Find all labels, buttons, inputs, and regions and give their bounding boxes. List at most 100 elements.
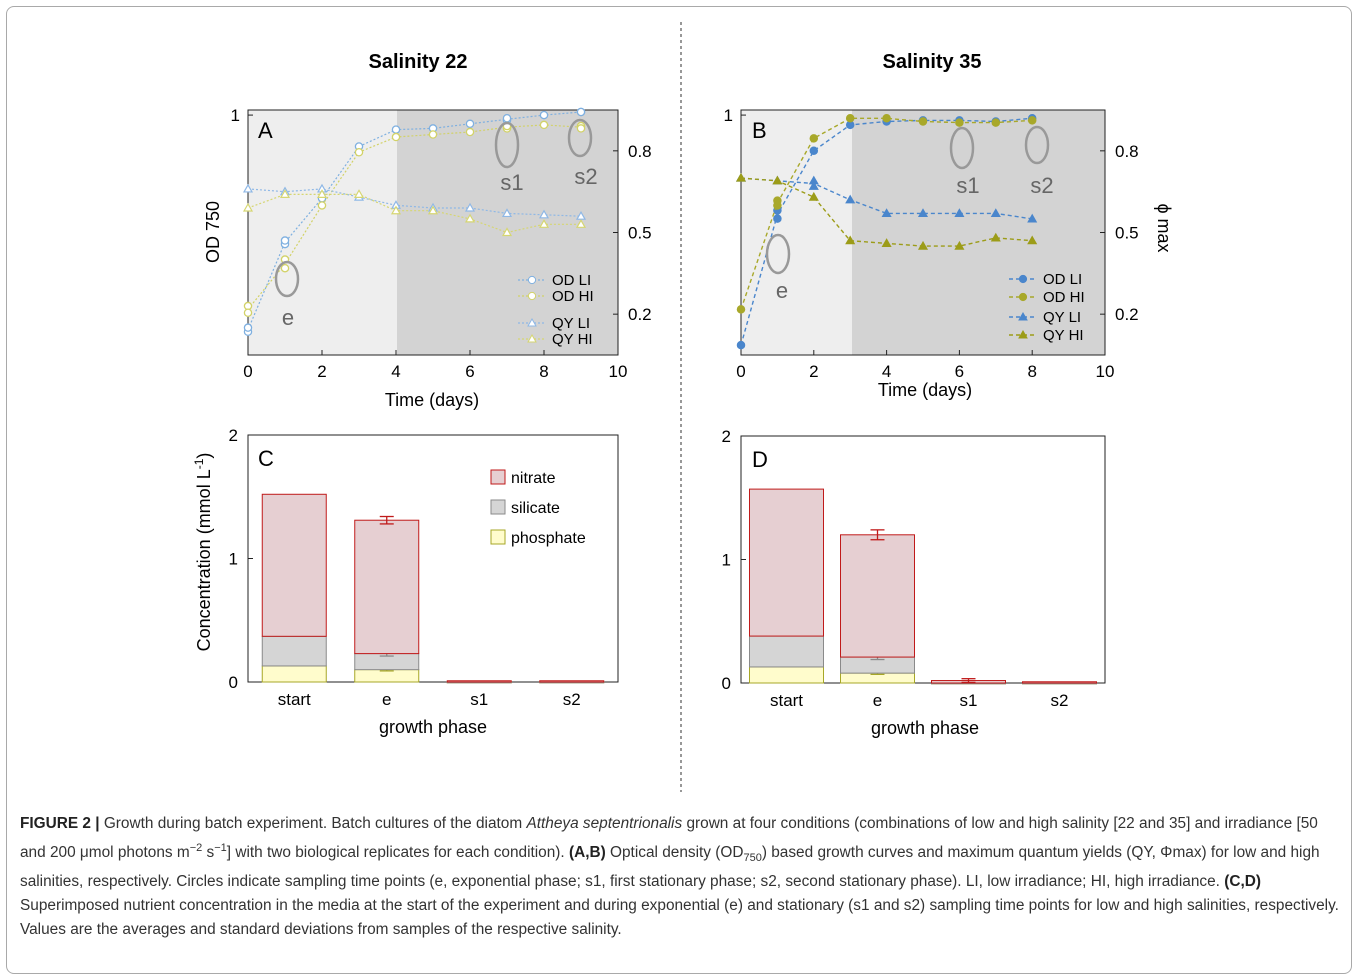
- legend-swatch-marker: [527, 291, 537, 301]
- panel-b-series-line-2: [740, 177, 1033, 220]
- caption-text-5: Optical density (OD: [605, 844, 744, 862]
- caption-bold-ab: (A,B): [568, 844, 606, 862]
- bar-segment-nitrate: [446, 680, 512, 683]
- bar-segment-nitrate: [749, 488, 824, 637]
- panel-b-point: [808, 191, 819, 201]
- panel-b-point: [773, 196, 782, 205]
- right-y-tick-label: 0.2: [1115, 305, 1139, 324]
- bar-segment-phosphate: [261, 665, 327, 683]
- panel-b-point: [991, 118, 1001, 127]
- caption-sup-1: −2: [189, 842, 203, 854]
- legend-swatch-marker: [527, 275, 537, 285]
- x-category-label: e: [382, 690, 391, 709]
- panel-c-xlabel: growth phase: [379, 717, 487, 737]
- x-tick-label: 0: [243, 362, 252, 381]
- panel-a-point: [391, 132, 401, 142]
- y-tick-label: 2: [229, 426, 238, 445]
- panel-b-xlabel: Time (days): [878, 380, 972, 400]
- panel-b-point: [954, 208, 965, 218]
- panel-a-point: [353, 189, 365, 198]
- figure-frame: [6, 6, 1352, 974]
- panel-c: C start e s1 s2 0 1 2 nitrate silicate phosphate…: [192, 426, 619, 737]
- legend-swatch-marker: [1018, 292, 1028, 302]
- legend-entry: nitrate: [511, 470, 556, 487]
- bar-segment-nitrate: [539, 680, 605, 683]
- panel-a-point: [243, 323, 253, 332]
- panel-a-xlabel: Time (days): [385, 390, 479, 410]
- x-category-label: start: [770, 691, 803, 710]
- right-y-tick-label: 0.8: [1115, 142, 1139, 161]
- x-tick-label: 2: [317, 362, 326, 381]
- panel-a-point: [465, 119, 475, 129]
- panel-b-circle-s2: [1024, 125, 1050, 165]
- x-category-label: e: [873, 691, 882, 710]
- figure-canvas: Salinity 22 Salinity 35 A 0 2 4 6 8 1010.80.5…: [192, 22, 1174, 792]
- panel-b-point: [1027, 235, 1038, 245]
- panel-a-point: [576, 107, 586, 117]
- legend-entry: OD LI: [552, 272, 591, 289]
- panel-a-point: [391, 125, 401, 134]
- panel-a-point: [575, 219, 587, 228]
- panel-b-point: [845, 194, 856, 204]
- legend-swatch-marker: [1018, 274, 1028, 284]
- right-y-tick-label: 0.2: [628, 305, 652, 324]
- bar-segment-nitrate: [1022, 681, 1097, 684]
- bar-segment-nitrate: [840, 534, 915, 658]
- panel-a-series-line-2: [247, 188, 582, 217]
- x-tick-label: 4: [391, 362, 400, 381]
- right-y-tick-label: 0.5: [1115, 224, 1139, 243]
- panel-a-label-e: e: [282, 305, 294, 330]
- caption-text-3: s: [202, 844, 215, 862]
- legend-swatch-nitrate: [490, 469, 506, 485]
- caption-species: Attheya septentrionalis: [526, 815, 683, 832]
- panel-a-point: [242, 183, 254, 193]
- panel-b-label-s2: s2: [1030, 173, 1053, 198]
- bar-segment-nitrate: [354, 519, 420, 655]
- y-tick-label: 1: [229, 550, 238, 569]
- caption-text-7: Superimposed nutrient concentration in t…: [20, 897, 1339, 939]
- figure-caption: FIGURE 2 | Growth during batch experimen…: [20, 812, 1346, 942]
- panel-b-point: [990, 232, 1001, 242]
- panel-a-point: [501, 208, 513, 218]
- panel-a-point: [576, 124, 586, 133]
- legend-entry: OD LI: [1043, 271, 1082, 288]
- panel-a-point: [317, 201, 327, 210]
- right-y-tick-label: 0.8: [628, 142, 652, 161]
- panel-b-point: [772, 175, 783, 185]
- panel-a-point: [464, 213, 476, 223]
- x-tick-label: 8: [539, 362, 548, 381]
- panel-a-point: [502, 114, 512, 123]
- panel-b-point: [808, 181, 819, 190]
- panel-a-point: [538, 219, 550, 228]
- legend-swatch-marker: [1018, 311, 1028, 321]
- panel-a-point: [316, 189, 328, 198]
- panel-b-point: [881, 238, 892, 247]
- x-tick-label: 0: [736, 362, 745, 381]
- right-y-tick-label: 0.5: [628, 224, 652, 243]
- panel-b-point: [735, 172, 747, 182]
- legend-entry: QY LI: [552, 315, 590, 332]
- legend-entry: OD HI: [552, 288, 594, 305]
- caption-text-1: Growth during batch experiment. Batch cu…: [99, 815, 527, 832]
- panel-b-bg-light: [741, 110, 852, 355]
- panel-a-point: [354, 147, 364, 157]
- panel-a-title: Salinity 22: [369, 51, 468, 73]
- x-tick-label: 4: [882, 362, 891, 381]
- panel-a-point: [465, 127, 475, 137]
- panel-a-bg-light: [248, 110, 397, 355]
- panel-d-xlabel: growth phase: [871, 718, 979, 738]
- y-tick-label: 0: [722, 674, 731, 693]
- legend-entry: QY HI: [1043, 327, 1084, 344]
- x-tick-label: 10: [1096, 362, 1115, 381]
- panel-b-label-s1: s1: [956, 173, 979, 198]
- panel-b-right-ylabel: ϕ max: [1154, 203, 1174, 252]
- legend-swatch-silicate: [490, 499, 506, 515]
- panel-a-point: [501, 227, 513, 237]
- x-tick-label: 2: [809, 362, 818, 381]
- panel-a-point: [539, 120, 549, 130]
- x-tick-label: 8: [1027, 362, 1036, 381]
- panel-a-circle-s1: [494, 121, 520, 169]
- panel-a-point: [539, 110, 549, 120]
- caption-bold-cd: (C,D): [1224, 873, 1261, 891]
